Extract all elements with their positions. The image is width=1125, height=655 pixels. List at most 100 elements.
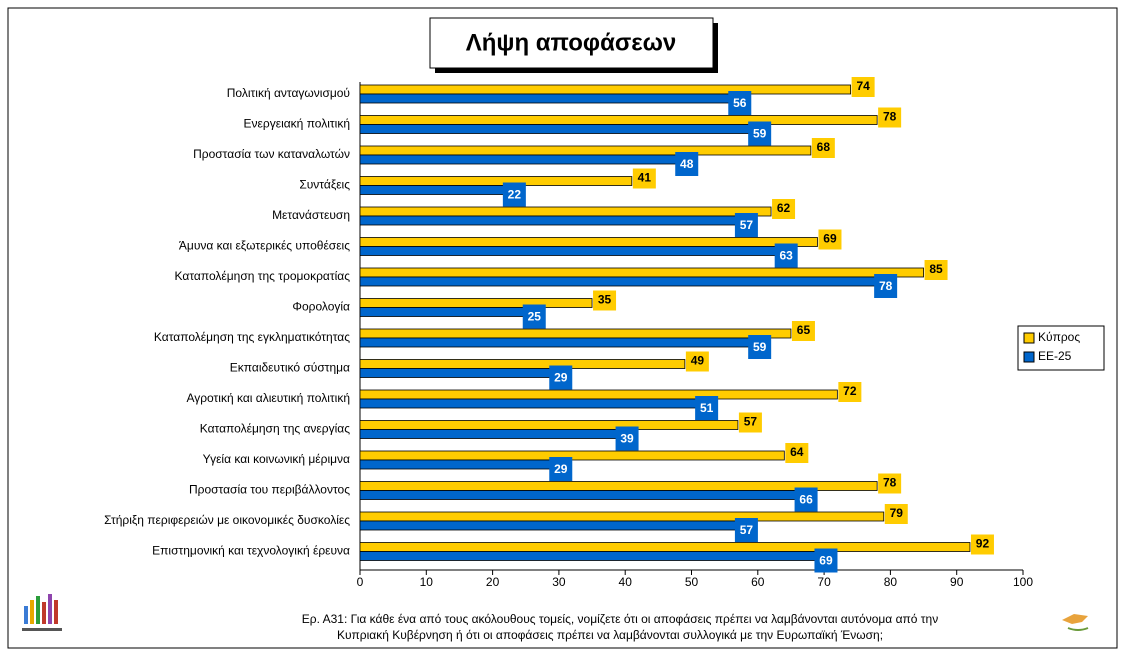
cyprus-icon-leaf [1067, 627, 1089, 631]
cyprus-icon [1062, 614, 1088, 624]
value-label: 64 [790, 445, 804, 459]
value-label: 69 [823, 232, 837, 246]
bar [359, 542, 971, 552]
value-label-box [924, 260, 948, 280]
value-label: 63 [780, 249, 794, 263]
frame [7, 7, 1118, 649]
value-label-box [685, 351, 709, 372]
bar [359, 176, 633, 186]
category-label: Αγροτική και αλιευτική πολιτική [186, 391, 350, 405]
logo [22, 594, 62, 631]
legend-label: Κύπρος [1038, 330, 1080, 344]
bar [359, 246, 779, 256]
value-label-box [818, 229, 842, 250]
footnote: Ερ. Α31: Για κάθε ένα από τους ακόλουθου… [302, 612, 938, 626]
value-label-box [785, 443, 809, 463]
value-label: 35 [598, 293, 612, 307]
value-label: 22 [508, 188, 522, 202]
bar [359, 389, 838, 400]
value-label-box [615, 426, 639, 451]
bar [359, 206, 772, 217]
value-label-box [695, 396, 719, 420]
value-label: 49 [691, 354, 705, 368]
value-label-box [522, 304, 546, 329]
value-label-box [878, 107, 902, 128]
bar [359, 520, 739, 531]
value-label-box [772, 199, 796, 219]
value-label-box [738, 412, 762, 433]
bar [359, 398, 699, 409]
bar [359, 154, 679, 165]
legend-swatch [1023, 351, 1035, 363]
category-label: Ενεργειακή πολιτική [244, 117, 350, 131]
bar [359, 307, 527, 317]
legend-swatch [1023, 332, 1035, 344]
value-label: 29 [554, 371, 568, 385]
value-label-box [549, 457, 573, 481]
title-box [429, 17, 714, 69]
category-label: Καταπολέμηση της τρομοκρατίας [175, 269, 351, 283]
category-label: Συντάξεις [299, 178, 350, 192]
value-label-box [593, 290, 617, 311]
value-label-box [878, 473, 902, 494]
x-tick-label: 80 [884, 575, 898, 589]
value-label-box [748, 121, 772, 146]
x-tick-label: 50 [685, 575, 699, 589]
value-label-box [791, 321, 815, 341]
value-label: 78 [883, 110, 897, 124]
category-label: Καταπολέμηση της εγκληματικότητας [154, 330, 350, 344]
value-label: 65 [797, 323, 811, 337]
value-label: 66 [799, 493, 813, 507]
category-label: Πολιτική ανταγωνισμού [227, 86, 350, 100]
bar [359, 276, 878, 287]
value-label-box [970, 534, 994, 555]
bar [359, 237, 818, 247]
bar [359, 267, 924, 278]
bar [359, 328, 792, 339]
category-label: Προστασία του περιβάλλοντος [189, 483, 350, 497]
value-label-box [814, 548, 838, 573]
value-label: 68 [817, 140, 831, 154]
x-tick-label: 0 [357, 575, 364, 589]
value-label-box [774, 243, 798, 268]
category-label: Προστασία των καταναλωτών [193, 147, 350, 161]
bar [359, 490, 798, 500]
category-label: Καταπολέμηση της ανεργίας [200, 422, 350, 436]
bar [359, 93, 732, 104]
category-label: Εκπαιδευτικό σύστημα [230, 361, 350, 375]
x-tick-label: 70 [817, 575, 831, 589]
value-label-box [794, 487, 818, 512]
legend-label: ΕΕ-25 [1038, 349, 1072, 363]
value-label: 56 [733, 96, 747, 110]
value-label: 41 [638, 171, 652, 185]
x-tick-label: 90 [950, 575, 964, 589]
bar [359, 84, 852, 95]
value-label: 78 [879, 279, 893, 293]
category-label: Υγεία και κοινωνική μέριμνα [203, 452, 350, 466]
value-label-box [734, 213, 758, 237]
x-tick-label: 10 [420, 575, 434, 589]
value-label: 72 [843, 384, 857, 398]
value-label: 62 [777, 201, 791, 215]
value-label: 57 [744, 415, 758, 429]
value-label-box [728, 91, 752, 115]
value-label: 92 [976, 537, 990, 551]
bar [359, 511, 885, 522]
category-label: Επιστημονική και τεχνολογική έρευνα [152, 544, 350, 558]
value-label: 79 [890, 506, 904, 520]
value-label: 59 [753, 127, 767, 141]
bar [359, 368, 553, 378]
x-tick-label: 60 [751, 575, 765, 589]
value-label: 59 [753, 340, 767, 354]
value-label: 29 [554, 462, 568, 476]
value-label-box [734, 518, 758, 542]
bar [359, 420, 739, 430]
bar [359, 145, 812, 156]
value-label-box [838, 382, 862, 402]
footnote: Κυπριακή Κυβέρνηση ή ότι οι αποφάσεις πρ… [337, 628, 883, 642]
value-label-box [502, 182, 526, 207]
value-label-box [748, 335, 772, 359]
category-label: Μετανάστευση [272, 208, 350, 222]
x-tick-label: 100 [1013, 575, 1033, 589]
bar [359, 429, 619, 439]
